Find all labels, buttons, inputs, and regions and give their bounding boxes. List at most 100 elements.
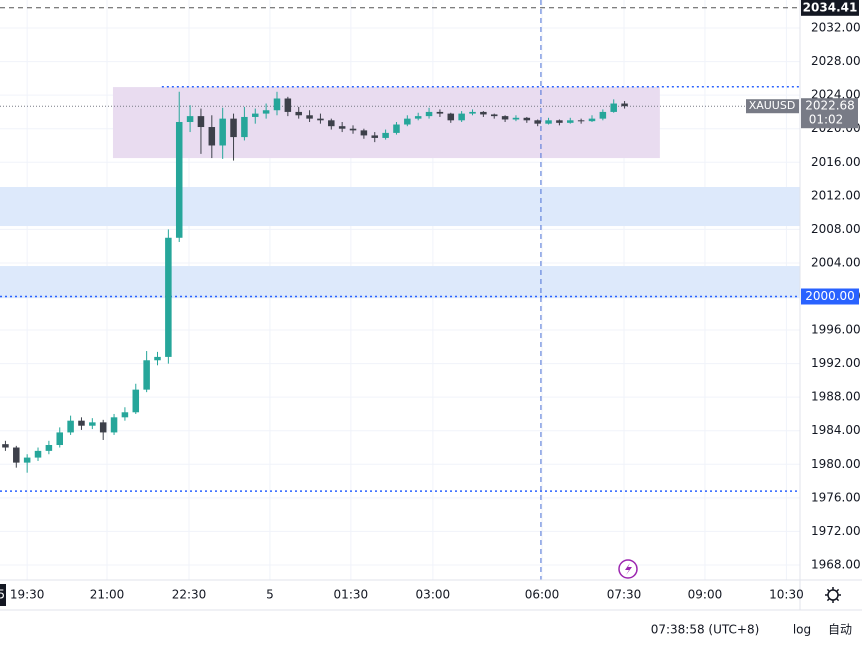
candle-body (143, 360, 150, 390)
y-tick-label: 2004.00 (811, 255, 861, 269)
candle-body (252, 113, 259, 117)
candle-body (567, 120, 574, 123)
x-tick-label: 21:00 (90, 588, 125, 602)
candle-body (230, 118, 237, 138)
y-tick-label: 2016.00 (811, 155, 861, 169)
symbol-label-box (746, 99, 799, 114)
symbol-label: XAUUSD (749, 99, 796, 112)
y-tick-label: 2008.00 (811, 222, 861, 236)
candle-body (469, 111, 476, 114)
candle-body (175, 121, 183, 238)
x-tick-label: 5 (266, 588, 274, 602)
candle-body (523, 117, 531, 121)
y-tick-label: 1992.00 (811, 356, 861, 370)
candle-body (599, 111, 607, 119)
y-tick-label: 1996.00 (811, 323, 861, 337)
edge-time-box (0, 584, 6, 606)
y-tick-label: 1972.00 (811, 524, 861, 538)
candle-body (78, 420, 85, 426)
edge-time-label: 5 (0, 588, 5, 602)
candle-body (610, 103, 617, 112)
candle-body (241, 116, 248, 138)
candle-body (545, 120, 552, 124)
x-tick-label: 07:30 (607, 588, 642, 602)
candle-body (295, 111, 302, 116)
candle-body (360, 130, 368, 136)
candle-body (349, 128, 357, 131)
candle-body (284, 98, 292, 112)
log-toggle[interactable]: log (793, 623, 811, 637)
candle-body (165, 237, 172, 357)
candles (2, 91, 628, 473)
y-tick-label: 2012.00 (811, 188, 861, 202)
last-price-box (801, 98, 858, 129)
candle-body (404, 118, 411, 125)
candle-body (273, 98, 281, 111)
crosshair-price-label: 2034.41 (803, 0, 858, 14)
y-tick-label: 1968.00 (811, 557, 861, 571)
event-icon[interactable] (618, 559, 638, 579)
y-tick-label: 1980.00 (811, 457, 861, 471)
y-tick-label: 1988.00 (811, 390, 861, 404)
candle-body (2, 444, 9, 448)
candle-body (382, 132, 389, 138)
candle-body (121, 412, 129, 418)
candle-body (556, 120, 563, 123)
price-label-box (801, 288, 859, 305)
candle-body (338, 126, 346, 129)
y-tick-label: 2028.00 (811, 54, 861, 68)
candle-body (219, 118, 226, 146)
candle-body (110, 417, 118, 433)
price-label: 2000.00 (805, 289, 855, 303)
x-tick-label: 10:30 (769, 588, 804, 602)
candle-body (186, 116, 194, 122)
candle-body (13, 447, 20, 463)
clock: 07:38:58 (UTC+8) (651, 623, 760, 637)
candle-body (99, 422, 107, 433)
candle-body (447, 113, 455, 121)
candle-body (89, 422, 96, 426)
candle-body (154, 356, 161, 361)
candle-body (23, 457, 31, 463)
candle-body (306, 115, 313, 119)
candle-body (132, 389, 140, 413)
settings-icon[interactable] (825, 587, 841, 603)
candle-body (621, 103, 628, 107)
candle-body (501, 116, 509, 120)
candle-body (512, 117, 520, 120)
candle-body (458, 113, 465, 121)
candle-body (317, 118, 324, 121)
zone (0, 266, 800, 299)
x-tick-label: 01:30 (334, 588, 369, 602)
y-tick-label: 1976.00 (811, 490, 861, 504)
auto-toggle[interactable]: 自动 (828, 623, 852, 637)
y-tick-label: 2032.00 (811, 21, 861, 35)
x-tick-label: 09:00 (688, 588, 723, 602)
candle-body (45, 445, 53, 451)
countdown-label: 01:02 (809, 113, 844, 127)
candle-body (414, 116, 422, 119)
candle-body (197, 116, 205, 128)
candle-body (208, 127, 216, 146)
gear-teeth (825, 587, 841, 603)
candle-body (425, 111, 433, 117)
candle-body (67, 420, 74, 433)
event-bolt (625, 563, 632, 575)
x-tick-label: 03:00 (416, 588, 451, 602)
crosshair-price-box (801, 0, 859, 16)
x-tick-label: 22:30 (172, 588, 207, 602)
candle-body (480, 111, 487, 115)
candle-body (371, 135, 379, 138)
candle-body (393, 124, 400, 133)
candle-body (490, 114, 498, 117)
last-price-label: 2022.68 (805, 99, 855, 113)
x-tick-label: 06:00 (525, 588, 560, 602)
zone (0, 187, 800, 227)
y-tick-label: 2024.00 (811, 88, 861, 102)
candle-body (588, 118, 596, 122)
candle-body (577, 120, 585, 122)
candle-body (436, 111, 444, 114)
